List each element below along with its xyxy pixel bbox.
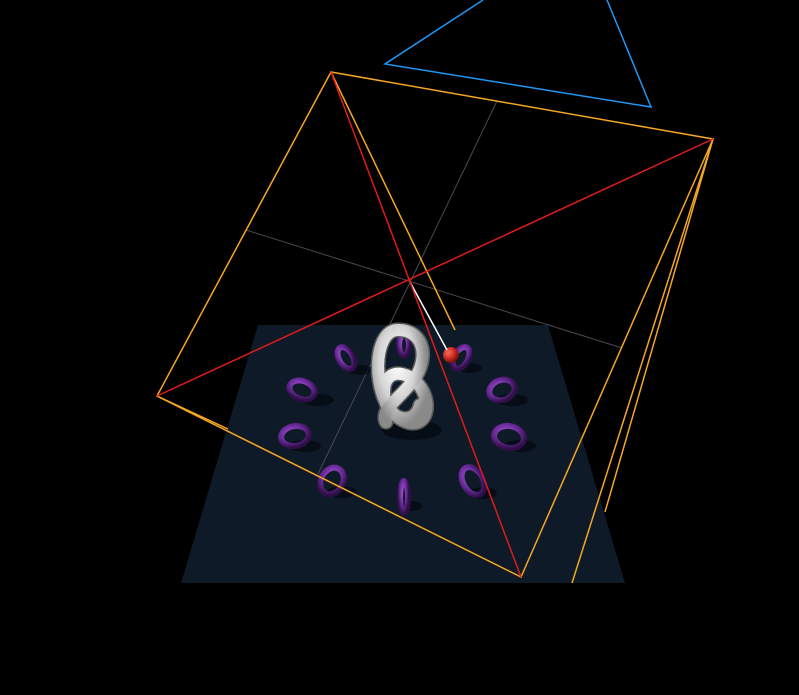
torus-ring (286, 377, 318, 403)
torus-ring (486, 376, 518, 404)
torus-ring (278, 422, 312, 450)
sphere (443, 347, 459, 363)
torus-rings (278, 331, 527, 516)
grid-helper (245, 100, 623, 475)
torus-ring (458, 464, 488, 498)
ground-plane (181, 325, 625, 583)
torus-ring (317, 464, 347, 498)
torus-ring (397, 478, 411, 516)
light-helper (382, 0, 653, 108)
pointer-line (409, 281, 448, 351)
torus-knot (370, 322, 435, 431)
torus-ring (491, 422, 527, 452)
frustum-diagonals (156, 71, 714, 578)
torus-ring (334, 344, 358, 372)
